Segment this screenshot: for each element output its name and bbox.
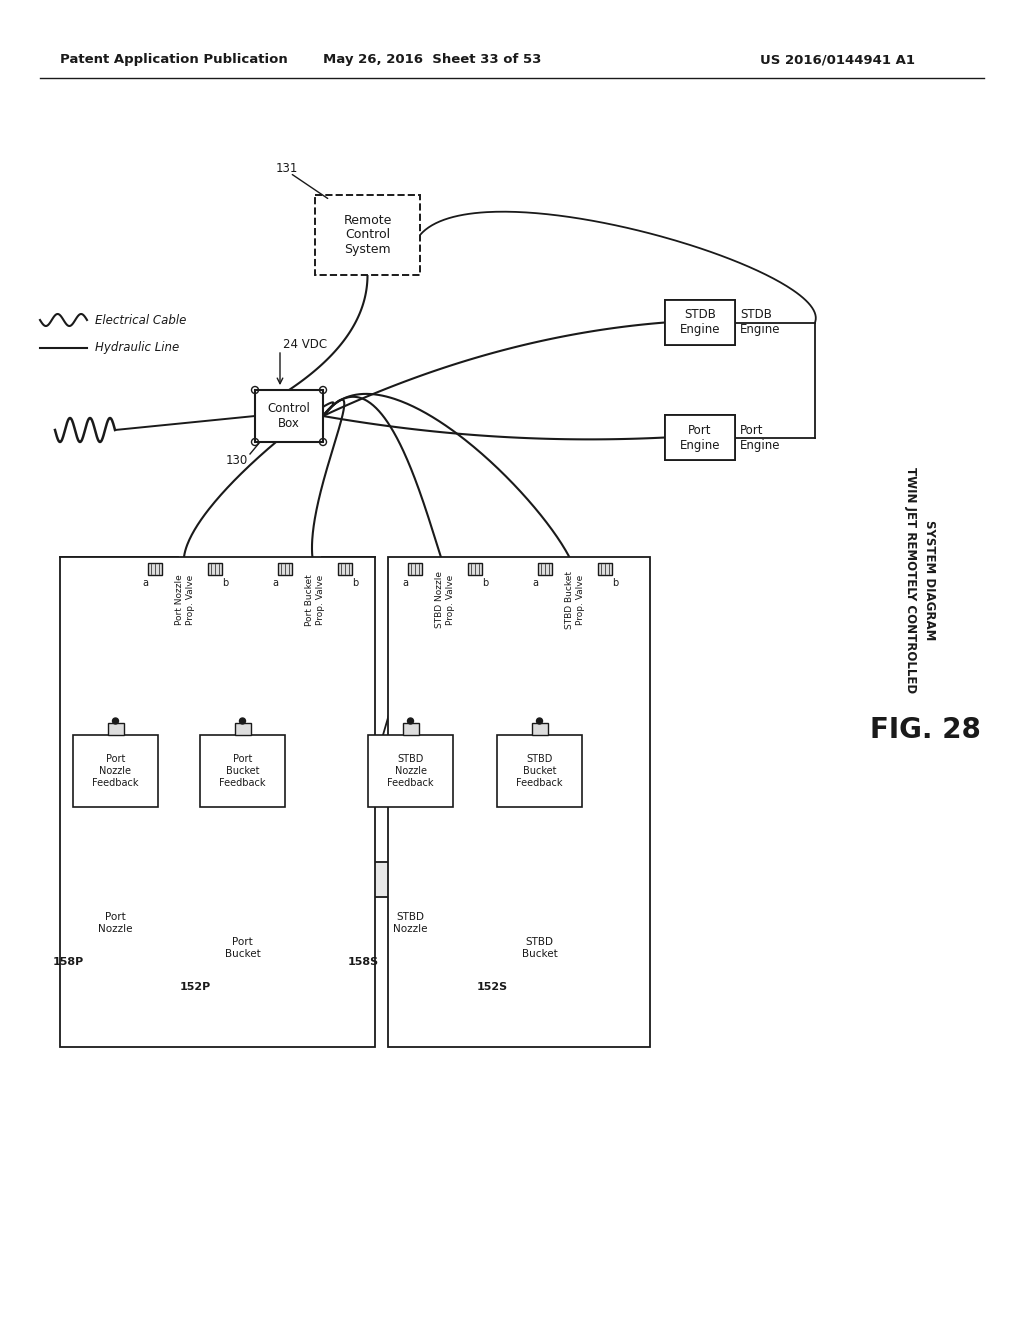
Bar [315, 195, 420, 275]
Text: Electrical Cable: Electrical Cable [95, 314, 186, 326]
Text: STBD
Bucket
Feedback: STBD Bucket Feedback [516, 755, 563, 788]
Bar [108, 723, 124, 735]
Text: STBD
Nozzle
Feedback: STBD Nozzle Feedback [387, 755, 434, 788]
Polygon shape [507, 847, 587, 917]
Text: Port
Bucket
Feedback: Port Bucket Feedback [219, 755, 266, 788]
Text: Port Nozzle
Prop. Valve: Port Nozzle Prop. Valve [175, 574, 195, 626]
Polygon shape [210, 847, 290, 917]
Bar [388, 557, 650, 1047]
Circle shape [113, 718, 119, 723]
Bar [665, 414, 735, 459]
Bar [278, 564, 292, 576]
Bar [530, 576, 620, 624]
Bar [598, 564, 612, 576]
Bar [60, 557, 375, 1047]
Text: a: a [402, 578, 408, 587]
Text: 24 VDC: 24 VDC [283, 338, 327, 351]
Bar [148, 564, 162, 576]
Text: SYSTEM DIAGRAM: SYSTEM DIAGRAM [924, 520, 937, 640]
Text: Patent Application Publication: Patent Application Publication [60, 54, 288, 66]
Bar [270, 576, 360, 624]
Text: 131: 131 [275, 161, 298, 174]
Text: STBD Nozzle
Prop. Valve: STBD Nozzle Prop. Valve [435, 572, 455, 628]
Text: 152P: 152P [179, 982, 211, 993]
Text: 158S: 158S [347, 957, 379, 968]
Text: Port Bucket
Prop. Valve: Port Bucket Prop. Valve [305, 574, 325, 626]
Bar [234, 723, 251, 735]
Text: Port
Nozzle: Port Nozzle [98, 912, 133, 933]
Bar [73, 735, 158, 807]
Bar [497, 735, 582, 807]
Text: Hydraulic Line: Hydraulic Line [95, 342, 179, 355]
Text: STBD Bucket
Prop. Valve: STBD Bucket Prop. Valve [565, 572, 585, 630]
Bar [408, 564, 422, 576]
Polygon shape [78, 862, 153, 898]
Text: 158P: 158P [52, 957, 84, 968]
Bar [402, 723, 419, 735]
Bar [665, 300, 735, 345]
Bar [468, 564, 482, 576]
Text: Port
Nozzle
Feedback: Port Nozzle Feedback [92, 755, 138, 788]
Bar [140, 576, 230, 624]
Text: a: a [272, 578, 278, 587]
Circle shape [408, 718, 414, 723]
Circle shape [240, 718, 246, 723]
Text: 130: 130 [226, 454, 248, 466]
Text: TWIN JET REMOTELY CONTROLLED: TWIN JET REMOTELY CONTROLLED [903, 467, 916, 693]
Text: Remote
Control
System: Remote Control System [343, 214, 392, 256]
Text: US 2016/0144941 A1: US 2016/0144941 A1 [760, 54, 915, 66]
Bar [255, 389, 323, 442]
Bar [400, 576, 490, 624]
Text: Control
Box: Control Box [267, 403, 310, 430]
Bar [665, 300, 735, 345]
Text: b: b [612, 578, 618, 587]
Text: STBD
Bucket: STBD Bucket [521, 937, 557, 958]
Text: Port
Engine: Port Engine [680, 424, 720, 451]
Text: STDB
Engine: STDB Engine [740, 309, 780, 337]
Circle shape [537, 718, 543, 723]
Text: STBD
Nozzle: STBD Nozzle [393, 912, 428, 933]
Text: STDB
Engine: STDB Engine [680, 309, 720, 337]
Text: b: b [482, 578, 488, 587]
Text: FIG. 28: FIG. 28 [869, 715, 980, 744]
Bar [200, 735, 285, 807]
Text: Port
Bucket: Port Bucket [224, 937, 260, 958]
Bar [338, 564, 352, 576]
Text: a: a [142, 578, 148, 587]
Text: Port
Engine: Port Engine [740, 424, 780, 451]
Polygon shape [373, 862, 449, 898]
Text: May 26, 2016  Sheet 33 of 53: May 26, 2016 Sheet 33 of 53 [323, 54, 542, 66]
Bar [531, 723, 548, 735]
Text: b: b [222, 578, 228, 587]
Bar [368, 735, 453, 807]
Text: 152S: 152S [476, 982, 508, 993]
Text: a: a [532, 578, 538, 587]
Bar [665, 414, 735, 459]
Text: b: b [352, 578, 358, 587]
Bar [208, 564, 222, 576]
Bar [538, 564, 552, 576]
